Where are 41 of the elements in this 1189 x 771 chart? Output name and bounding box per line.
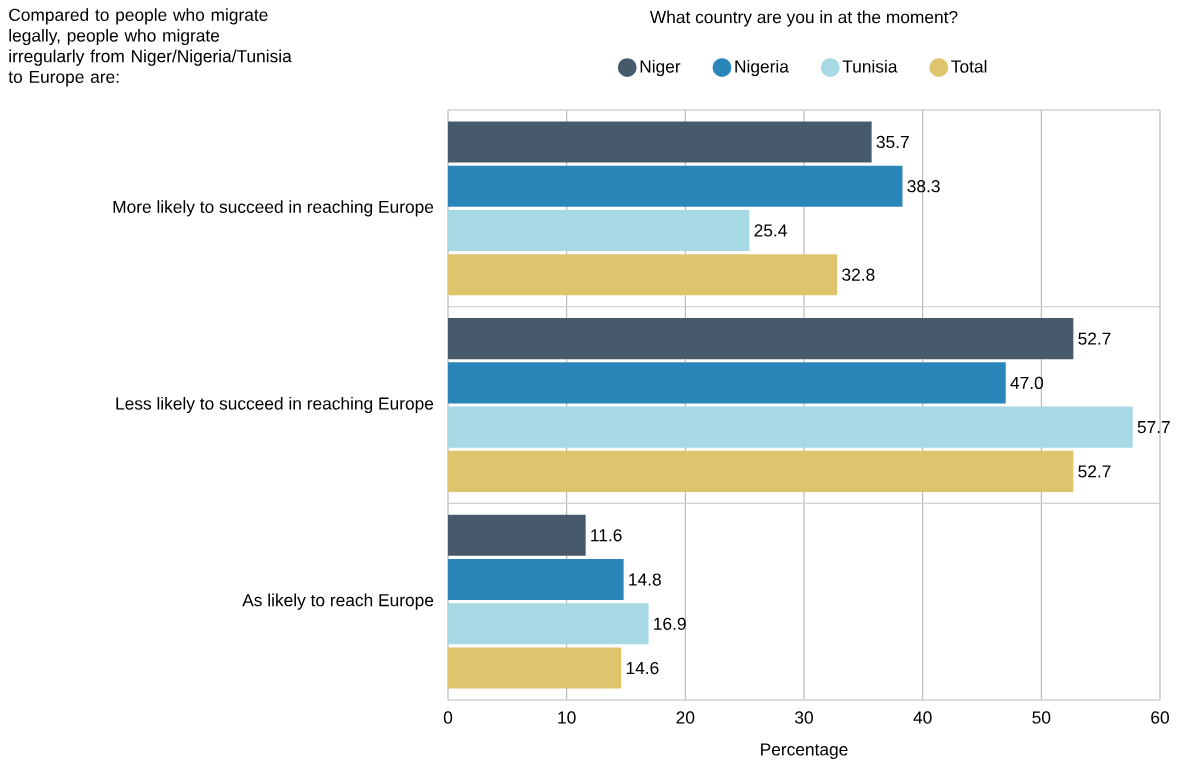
data-label: 14.6 [626,661,659,675]
y-tick-label: Less likely to succeed in reaching Europe [116,396,434,414]
bar [448,165,903,207]
bar [448,318,1074,360]
x-tick-label: 40 [913,711,932,724]
bar [448,209,750,252]
data-label: 52.7 [1078,332,1111,345]
x-tick-label: 10 [558,711,576,724]
data-label: 47.0 [1010,376,1044,390]
data-label: 25.4 [754,224,787,237]
bar [448,121,872,163]
bar [448,362,1006,404]
bar [448,558,624,601]
data-label: 14.8 [629,573,661,586]
y-axis-title: Compared to people who migrate legally, people who migrate irregularly from Niger/Nigeria/Tunisia to Europe are: [8,8,292,87]
data-label: 38.3 [907,180,940,193]
bar [448,254,838,296]
bar [448,514,586,556]
x-axis-title: Percentage [761,743,848,759]
bar [448,450,1074,492]
data-label: 11.6 [591,529,622,542]
x-tick-label: 30 [795,711,813,724]
legend-label: Total [951,59,987,73]
y-tick-label: As likely to reach Europe [242,593,434,610]
bar [448,603,649,645]
data-label: 32.8 [842,268,875,281]
x-tick-label: 60 [1151,711,1169,724]
data-label: 57.7 [1137,421,1170,434]
x-tick-label: 0 [443,711,453,724]
data-label: 52.7 [1078,465,1111,478]
legend-label: Niger [640,59,681,77]
x-tick-label: 20 [676,711,695,724]
data-label: 35.7 [876,135,909,149]
legend-label: Nigeria [735,59,789,77]
y-tick-label: More likely to succeed in reaching Europe [113,200,434,217]
bar [448,406,1133,448]
x-tick-label: 50 [1032,711,1051,724]
legend-label: Tunisia [842,59,898,73]
data-label: 16.9 [654,617,686,630]
legend-title: What country are you in at the moment? [649,10,958,27]
bar [448,647,622,689]
